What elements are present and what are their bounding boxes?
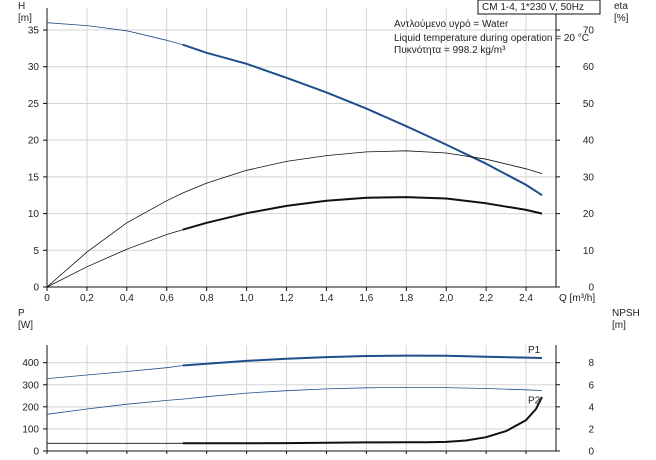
top-series-0-line <box>46 22 183 46</box>
x-tick-label: 0 <box>44 293 50 304</box>
bottom-series-p2-line <box>46 386 543 415</box>
bottom-right-tick-label: 0 <box>588 447 594 458</box>
x-tick-label: 0,6 <box>160 293 174 304</box>
bottom-series-2-duty-line <box>182 396 543 445</box>
top-right-tick-label: 60 <box>583 62 595 73</box>
top-left-tick-label: 10 <box>28 209 40 220</box>
bottom-left-axis-title: P <box>18 308 25 319</box>
bottom-right-tick-label: 2 <box>588 424 594 435</box>
series-label-p1: P1 <box>528 345 541 356</box>
x-tick-label: 0,8 <box>200 293 214 304</box>
info-box: CM 1-4, 1*230 V, 50Hz Αντλούμενο υγρό = … <box>394 0 601 56</box>
x-tick-label: 0,2 <box>80 293 94 304</box>
bottom-left-tick-label: 200 <box>22 402 39 413</box>
top-left-axis-title: [m] <box>18 13 32 24</box>
x-tick-label: 1,8 <box>399 293 413 304</box>
top-series-2-duty-line <box>182 196 543 231</box>
top-left-axis-title: H <box>18 1 25 12</box>
top-series-2-line <box>46 229 183 288</box>
series-layer <box>46 22 543 445</box>
top-left-tick-label: 20 <box>28 136 40 147</box>
top-left-tick-label: 25 <box>28 99 40 110</box>
top-right-tick-label: 30 <box>583 172 595 183</box>
top-right-axis-title: [%] <box>614 13 629 24</box>
bottom-series-p1-duty-line <box>182 354 543 367</box>
top-left-tick-label: 15 <box>28 172 40 183</box>
top-right-axis-title: eta <box>614 1 628 12</box>
x-tick-label: 1,6 <box>359 293 373 304</box>
axes-layer <box>43 8 560 454</box>
x-tick-label: 2,4 <box>519 293 533 304</box>
bottom-left-tick-label: 0 <box>33 447 39 458</box>
info-line-fluid: Αντλούμενο υγρό = Water <box>394 18 509 30</box>
bottom-left-tick-label: 300 <box>22 380 39 391</box>
info-box-frame <box>477 0 601 15</box>
top-right-tick-label: 50 <box>583 99 595 110</box>
bottom-series-p1-line <box>46 365 183 379</box>
top-right-tick-label: 10 <box>583 246 595 257</box>
bottom-right-tick-label: 6 <box>588 380 594 391</box>
bottom-left-tick-label: 400 <box>22 358 39 369</box>
top-series-0-duty-line <box>182 43 543 197</box>
series-label-p2: P2 <box>528 395 541 406</box>
x-tick-label: 0,4 <box>120 293 134 304</box>
top-left-tick-label: 0 <box>33 283 39 294</box>
bottom-left-tick-label: 100 <box>22 424 39 435</box>
bottom-right-tick-label: 8 <box>588 358 594 369</box>
info-line-temperature: Liquid temperature during operation = 20… <box>394 33 589 44</box>
top-left-tick-label: 30 <box>28 62 40 73</box>
x-tick-label: 1,2 <box>280 293 294 304</box>
top-right-tick-label: 20 <box>583 209 595 220</box>
x-axis-label: Q [m³/h] <box>559 293 595 304</box>
top-left-tick-label: 5 <box>33 246 39 257</box>
info-line-density: Πυκνότητα = 998.2 kg/m³ <box>394 44 506 56</box>
grid-layer <box>47 8 556 451</box>
x-tick-label: 1,4 <box>319 293 333 304</box>
top-right-tick-label: 70 <box>583 26 595 37</box>
x-tick-label: 2,0 <box>439 293 453 304</box>
x-tick-label: 1,0 <box>240 293 254 304</box>
top-series-1-line <box>46 150 543 288</box>
bottom-left-axis-title: [W] <box>18 320 33 331</box>
bottom-right-axis-title: [m] <box>612 320 626 331</box>
info-box-title: CM 1-4, 1*230 V, 50Hz <box>482 2 584 13</box>
bottom-right-axis-title: NPSH <box>612 308 640 319</box>
x-tick-label: 2,2 <box>479 293 493 304</box>
top-right-tick-label: 40 <box>583 136 595 147</box>
top-left-tick-label: 35 <box>28 26 40 37</box>
bottom-right-tick-label: 4 <box>588 402 594 413</box>
top-right-tick-label: 0 <box>588 283 594 294</box>
